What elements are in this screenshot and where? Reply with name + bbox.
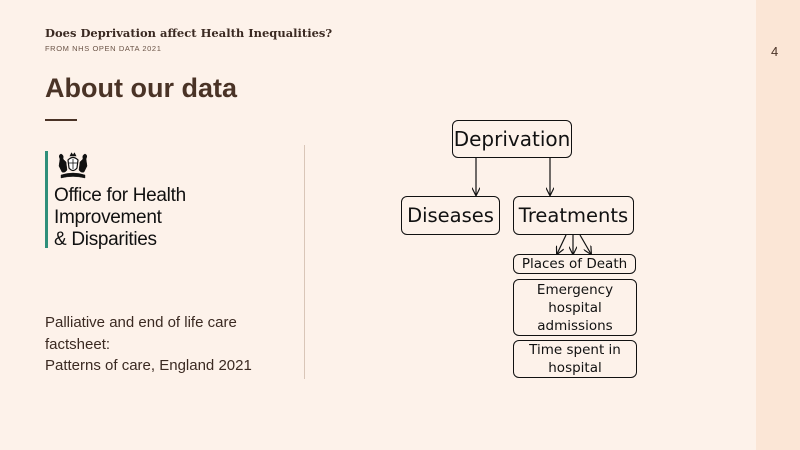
node-diseases: Diseases <box>401 196 500 235</box>
deck-subtitle: FROM NHS OPEN DATA 2021 <box>45 44 162 53</box>
node-deprivation: Deprivation <box>452 120 572 158</box>
node-time-spent-in-hospital: Time spent in hospital <box>513 340 637 378</box>
node-label: Deprivation <box>453 127 571 151</box>
node-label-line: hospital <box>548 360 602 376</box>
arrow-treatments-places-1 <box>557 234 567 254</box>
node-label-line: hospital <box>548 299 602 316</box>
logo-accent-bar <box>45 151 48 248</box>
node-label-line: Emergency <box>536 281 614 298</box>
org-name-line: Improvement <box>54 207 162 228</box>
node-label-line: Time spent in <box>529 342 621 358</box>
node-places-of-death: Places of Death <box>513 254 636 274</box>
node-label-line: admissions <box>537 317 613 334</box>
deck-title: Does Deprivation affect Health Inequalit… <box>45 26 333 40</box>
data-source: Palliative and end of life care factshee… <box>45 312 252 377</box>
source-line: Patterns of care, England 2021 <box>45 357 252 374</box>
org-name: Office for Health Improvement & Disparit… <box>54 185 186 251</box>
right-accent-strip <box>756 0 800 450</box>
node-label: Treatments <box>518 204 629 227</box>
node-treatments: Treatments <box>513 196 634 235</box>
org-name-line: & Disparities <box>54 229 157 250</box>
royal-coat-of-arms-icon <box>58 152 88 179</box>
source-line: factsheet: <box>45 335 111 353</box>
node-label: Places of Death <box>521 256 628 272</box>
page-number: 4 <box>771 44 779 59</box>
arrow-treatments-places-3 <box>579 234 591 254</box>
node-emergency-admissions: Emergency hospital admissions <box>513 279 637 336</box>
title-underline <box>45 119 77 121</box>
column-divider <box>304 145 305 379</box>
org-name-line: Office for Health <box>54 185 186 206</box>
slide-title: About our data <box>45 73 237 103</box>
source-line: Palliative and end of life care <box>45 314 237 331</box>
node-label: Diseases <box>407 204 494 227</box>
